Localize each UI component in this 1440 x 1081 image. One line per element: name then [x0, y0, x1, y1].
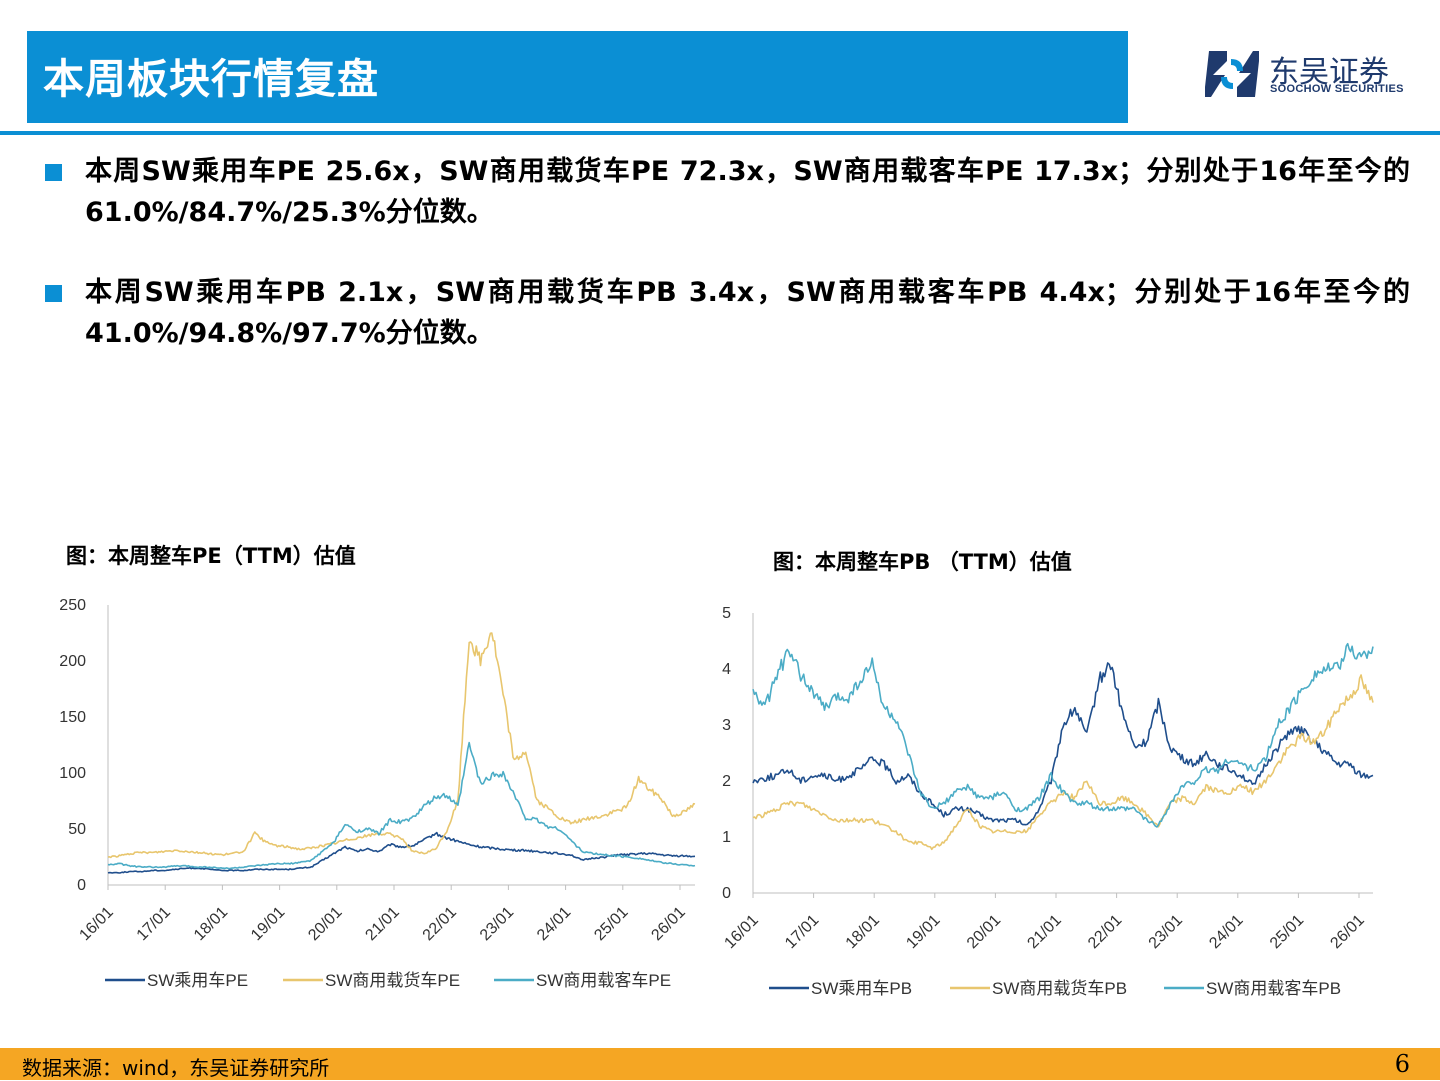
legend-label: SW商用载客车PE — [536, 971, 671, 990]
x-tick-label: 26/01 — [1327, 912, 1367, 952]
x-tick-label: 18/01 — [843, 912, 883, 952]
y-tick-label: 2 — [722, 773, 731, 790]
x-tick-label: 22/01 — [1085, 912, 1125, 952]
x-tick-label: 16/01 — [721, 912, 761, 952]
page-title: 本周板块行情复盘 — [43, 55, 379, 103]
x-tick-label: 21/01 — [1024, 912, 1064, 952]
header-bar: 本周板块行情复盘 — [27, 31, 1128, 123]
header-divider — [0, 131, 1440, 135]
series-line-0 — [107, 831, 696, 874]
x-tick-label: 18/01 — [191, 904, 231, 944]
company-logo: 东吴证券 SOOCHOW SECURITIES — [1203, 49, 1418, 99]
footer-bar: 数据来源：wind，东吴证券研究所 6 — [0, 1048, 1440, 1080]
y-tick-label: 250 — [59, 597, 86, 614]
logo-name: 东吴证券 — [1269, 55, 1389, 90]
y-tick-label: 200 — [59, 653, 86, 670]
legend-label: SW乘用车PE — [147, 971, 248, 990]
chart-title-pe: 图：本周整车PE（TTM）估值 — [66, 544, 356, 568]
y-tick-label: 1 — [722, 829, 731, 846]
y-tick-label: 5 — [722, 605, 731, 622]
x-tick-label: 26/01 — [648, 904, 688, 944]
legend-label: SW商用载货车PB — [992, 979, 1127, 998]
x-tick-label: 24/01 — [1206, 912, 1246, 952]
y-tick-label: 0 — [77, 877, 86, 894]
x-tick-label: 19/01 — [903, 912, 943, 952]
series-line-0 — [752, 662, 1374, 826]
x-tick-label: 21/01 — [362, 904, 402, 944]
x-tick-label: 20/01 — [305, 904, 345, 944]
y-tick-label: 150 — [59, 709, 86, 726]
x-tick-label: 24/01 — [534, 904, 574, 944]
x-tick-label: 22/01 — [420, 904, 460, 944]
y-tick-label: 3 — [722, 717, 731, 734]
pe-chart: 0 50 100 150 200 250 16/01 17/01 18/01 19/01 20/01… — [59, 597, 696, 990]
pb-chart: 0 1 2 3 4 5 16/01 17/01 18/01 19/01 20/01 21/01 22/0… — [721, 605, 1374, 998]
bullet-text: 本周SW乘用车PE 25.6x，SW商用载货车PE 72.3x，SW商用载客车P… — [85, 156, 1410, 228]
x-tick-label: 19/01 — [248, 904, 288, 944]
legend-label: SW乘用车PB — [811, 979, 912, 998]
bullet-square-icon — [45, 164, 62, 181]
x-tick-label: 23/01 — [477, 904, 517, 944]
page-number: 6 — [1394, 1050, 1410, 1078]
x-tick-label: 17/01 — [134, 904, 174, 944]
x-tick-label: 16/01 — [76, 904, 116, 944]
x-tick-label: 23/01 — [1146, 912, 1186, 952]
x-tick-label: 25/01 — [1267, 912, 1307, 952]
x-tick-label: 25/01 — [591, 904, 631, 944]
series-line-1 — [752, 674, 1374, 851]
x-tick-label: 20/01 — [964, 912, 1004, 952]
chart-title-pb: 图：本周整车PB （TTM）估值 — [773, 550, 1072, 574]
x-tick-label: 17/01 — [782, 912, 822, 952]
series-line-2 — [107, 741, 696, 870]
series-line-1 — [107, 632, 696, 859]
legend-label: SW商用载客车PB — [1206, 979, 1341, 998]
y-tick-label: 50 — [68, 821, 86, 838]
legend-label: SW商用载货车PE — [325, 971, 460, 990]
data-source: 数据来源：wind，东吴证券研究所 — [22, 1056, 330, 1080]
logo-mark-icon — [1205, 51, 1259, 97]
logo-subtitle: SOOCHOW SECURITIES — [1270, 83, 1404, 95]
y-tick-label: 0 — [722, 885, 731, 902]
y-tick-label: 4 — [722, 661, 731, 678]
series-line-2 — [752, 642, 1374, 828]
bullet-text: 本周SW乘用车PB 2.1x，SW商用载货车PB 3.4x，SW商用载客车PB … — [85, 277, 1410, 349]
y-tick-label: 100 — [59, 765, 86, 782]
bullet-square-icon — [45, 285, 62, 302]
